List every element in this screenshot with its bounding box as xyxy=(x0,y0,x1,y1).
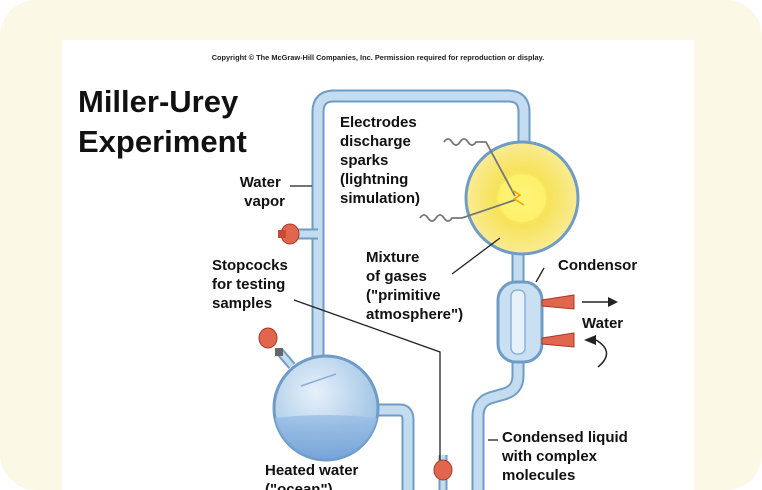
label-condensor: Condensor xyxy=(558,257,637,274)
glass-apparatus xyxy=(272,89,580,490)
leader-lines xyxy=(290,185,545,460)
copyright-notice: Copyright © The McGraw-Hill Companies, I… xyxy=(212,53,545,62)
title-line-2: Experiment xyxy=(78,124,247,159)
stopcock-left xyxy=(278,223,300,245)
condensor-valves xyxy=(541,294,575,348)
label-electrodes: Electrodes discharge sparks (lightning s… xyxy=(340,114,421,207)
label-stopcocks: Stopcocks for testing samples xyxy=(212,257,292,312)
water-flow-arrows xyxy=(582,297,618,368)
title-line-1: Miller-Urey xyxy=(78,84,239,119)
label-condensed-liquid: Condensed liquid with complex molecules xyxy=(501,429,632,484)
label-water-vapor: Water vapor xyxy=(240,174,285,210)
label-water: Water xyxy=(582,315,623,332)
stopcock-bottom xyxy=(433,459,453,481)
stopcock-flask xyxy=(258,327,283,356)
electrodes xyxy=(419,138,525,222)
label-heated-water: Heated water ("ocean") xyxy=(265,462,363,490)
label-gases: Mixture of gases ("primitive atmosphere"… xyxy=(366,249,463,323)
